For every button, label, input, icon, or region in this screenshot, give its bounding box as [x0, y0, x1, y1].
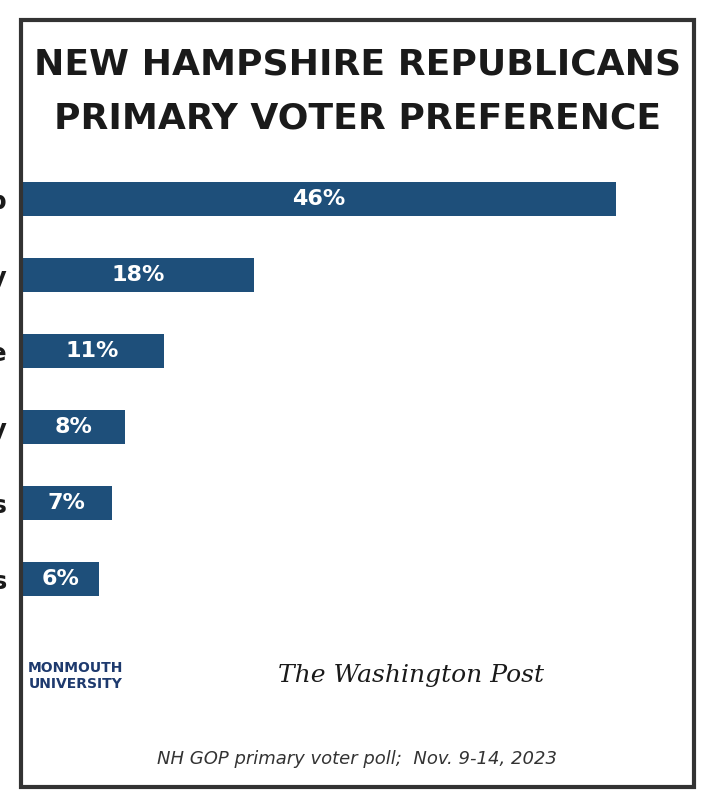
Bar [21, 182, 616, 217]
Bar [21, 562, 99, 596]
Bar [21, 334, 164, 368]
Bar [21, 487, 112, 521]
Text: The Washington Post: The Washington Post [278, 664, 544, 687]
Text: 18%: 18% [111, 265, 164, 285]
Text: NH GOP primary voter poll;  Nov. 9-14, 2023: NH GOP primary voter poll; Nov. 9-14, 20… [157, 750, 558, 768]
Text: 6%: 6% [41, 569, 79, 590]
Text: NEW HAMPSHIRE REPUBLICANS: NEW HAMPSHIRE REPUBLICANS [34, 47, 681, 81]
Text: MONMOUTH
UNIVERSITY: MONMOUTH UNIVERSITY [28, 661, 123, 691]
Bar [21, 258, 254, 292]
Text: 46%: 46% [292, 189, 345, 209]
Text: PRIMARY VOTER PREFERENCE: PRIMARY VOTER PREFERENCE [54, 101, 661, 135]
Bar [21, 410, 125, 444]
Text: 11%: 11% [66, 341, 119, 361]
Text: 8%: 8% [54, 418, 92, 437]
Text: 7%: 7% [48, 493, 86, 513]
